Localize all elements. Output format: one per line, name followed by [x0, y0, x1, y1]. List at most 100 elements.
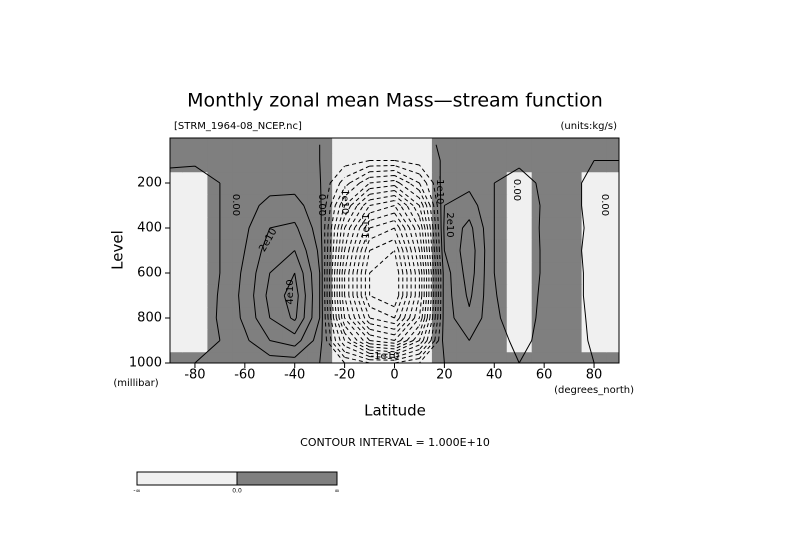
field-cell	[431, 138, 458, 154]
field-cell	[456, 284, 483, 308]
field-cell	[182, 216, 208, 240]
field-cell	[581, 216, 608, 240]
field-cell	[282, 152, 308, 173]
x-tick-label: -40	[284, 368, 305, 383]
field-cell	[456, 306, 483, 330]
contours	[169, 144, 619, 364]
field-cell	[307, 329, 333, 353]
field-cell	[182, 329, 208, 353]
y-tick-label: 1000	[129, 356, 162, 371]
contour-line	[265, 250, 306, 335]
field-cell	[182, 351, 208, 364]
field-cell	[606, 284, 620, 308]
colorbar-negative	[136, 471, 238, 486]
contour-line	[331, 175, 435, 358]
field-cell	[456, 138, 483, 154]
field-cell	[232, 138, 258, 154]
field-cell	[581, 329, 608, 353]
field-cell	[307, 194, 333, 218]
field-cell	[232, 194, 258, 218]
field-cell	[581, 194, 608, 218]
field-cell	[556, 329, 583, 353]
field-cell	[556, 239, 583, 263]
field-cell	[382, 138, 408, 154]
contour-label: -1e10	[339, 186, 350, 215]
field-cell	[606, 261, 620, 285]
field-cell	[481, 152, 508, 173]
field-cell	[207, 152, 233, 173]
field-cell	[581, 306, 608, 330]
field-cell	[581, 152, 608, 173]
contour-line	[336, 185, 430, 353]
field-cell	[282, 171, 308, 195]
field-cell	[581, 239, 608, 263]
field-cell	[456, 239, 483, 263]
subtitle: [STRM_1964-08_NCEP.nc]	[174, 121, 302, 132]
field-cell	[207, 138, 233, 154]
contour-line	[344, 200, 423, 344]
field-cell	[170, 138, 183, 154]
x-units: (degrees_north)	[554, 385, 634, 396]
field-cell	[481, 306, 508, 330]
field-cell	[232, 171, 258, 195]
field-cell	[232, 306, 258, 330]
y-units: (millibar)	[113, 378, 158, 389]
y-tick-label: 600	[137, 266, 162, 281]
field-cell	[556, 138, 583, 154]
field-cell	[382, 194, 408, 218]
contour-label: 2e10	[444, 212, 455, 237]
field-cell	[182, 138, 208, 154]
field-cell	[232, 261, 258, 285]
field-cell	[431, 306, 458, 330]
field-cell	[456, 194, 483, 218]
field-cell	[581, 171, 608, 195]
x-tick-label: 40	[486, 368, 503, 383]
field-cell	[531, 138, 558, 154]
contour-line	[283, 272, 299, 322]
field-cell	[606, 138, 620, 154]
field-cell	[207, 284, 233, 308]
field-cell	[556, 351, 583, 364]
field-cell	[307, 171, 333, 195]
field-cell	[481, 138, 508, 154]
field-cell	[531, 216, 558, 240]
contour-line	[329, 170, 437, 361]
field-cell	[382, 171, 408, 195]
field-cell	[307, 239, 333, 263]
units: (units:kg/s)	[561, 121, 618, 132]
field-cell	[232, 329, 258, 353]
field-cell	[431, 171, 458, 195]
field-cell	[606, 152, 620, 173]
colorbar-label: ∞	[335, 488, 340, 495]
field-cell	[170, 284, 183, 308]
contour-line	[326, 165, 439, 364]
field-cell	[456, 351, 483, 364]
contour-line	[360, 227, 408, 325]
field-cell	[506, 216, 533, 240]
field-cell	[606, 306, 620, 330]
field-cell	[357, 306, 383, 330]
field-cell	[170, 171, 183, 195]
contour-label: 4e10	[285, 279, 296, 304]
field-cell	[506, 284, 533, 308]
field-cell	[431, 329, 458, 353]
contour-interval: CONTOUR INTERVAL = 1.000E+10	[300, 436, 490, 449]
field-cell	[506, 351, 533, 364]
field-cell	[531, 351, 558, 364]
x-tick-label: 20	[436, 368, 453, 383]
field-cell	[332, 329, 358, 353]
field-cell	[456, 216, 483, 240]
field-cell	[257, 351, 283, 364]
colorbar-label: 0.0	[232, 488, 242, 495]
field-cell	[170, 261, 183, 285]
field-cell	[506, 194, 533, 218]
contour-line	[341, 195, 425, 347]
field-cell	[556, 284, 583, 308]
x-tick-label: -20	[334, 368, 355, 383]
field-cell	[257, 194, 283, 218]
field-cell	[382, 329, 408, 353]
field-cell	[382, 306, 408, 330]
field-cell	[481, 329, 508, 353]
field-cell	[531, 152, 558, 173]
